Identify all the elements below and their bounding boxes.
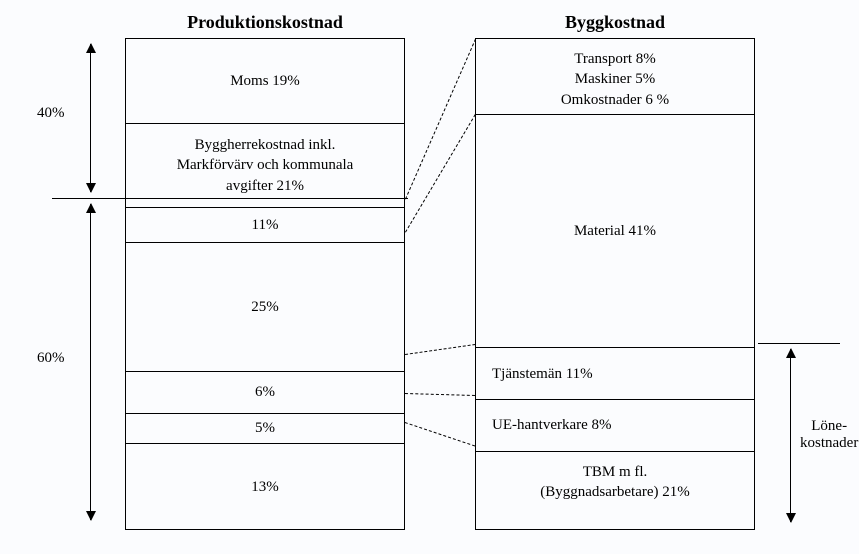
right-cell-4: TBM m fl.(Byggnadsarbetare) 21% bbox=[476, 452, 754, 529]
left-cell-1: Byggherrekostnad inkl.Markförvärv och ko… bbox=[126, 124, 404, 209]
left-bracket-label-40: 40% bbox=[37, 105, 65, 122]
left-bracket-label-60: 60% bbox=[37, 350, 65, 367]
right-cell-3: UE-hantverkare 8% bbox=[476, 400, 754, 452]
right-cell-2: Tjänstemän 11% bbox=[476, 348, 754, 400]
left-divider-rule bbox=[52, 198, 408, 199]
left-cell-1-line-2: avgifter 21% bbox=[226, 176, 304, 196]
right-bracket-rule bbox=[758, 343, 840, 344]
right-bracket-label-line-1: kostnader bbox=[800, 435, 858, 452]
left-cell-6: 13% bbox=[126, 444, 404, 529]
right-cell-1-line-0: Material 41% bbox=[574, 221, 656, 241]
left-cell-0: Moms 19% bbox=[126, 39, 404, 124]
right-cell-0: Transport 8%Maskiner 5%Omkostnader 6 % bbox=[476, 39, 754, 115]
left-cell-3-line-0: 25% bbox=[251, 297, 279, 317]
connector-2 bbox=[405, 344, 475, 355]
left-cell-2: 11% bbox=[126, 208, 404, 243]
left-cell-1-line-1: Markförvärv och kommunala bbox=[177, 155, 354, 175]
left-bracket-arrow-60 bbox=[90, 204, 91, 520]
connector-3 bbox=[405, 393, 475, 396]
right-cell-3-line-0: UE-hantverkare 8% bbox=[492, 415, 612, 435]
right-column-title: Byggkostnad bbox=[475, 12, 755, 33]
right-cell-0-line-1: Maskiner 5% bbox=[575, 69, 655, 89]
right-cell-1: Material 41% bbox=[476, 115, 754, 348]
right-bracket-label: Löne-kostnader bbox=[800, 418, 858, 452]
right-column: Transport 8%Maskiner 5%Omkostnader 6 %Ma… bbox=[475, 38, 755, 530]
left-cell-0-line-0: Moms 19% bbox=[230, 71, 300, 91]
right-cell-4-line-0: TBM m fl. bbox=[583, 462, 648, 482]
right-cell-0-line-0: Transport 8% bbox=[574, 49, 656, 69]
right-bracket-label-line-0: Löne- bbox=[800, 418, 858, 435]
right-cell-0-line-2: Omkostnader 6 % bbox=[561, 90, 669, 110]
left-cell-4: 6% bbox=[126, 372, 404, 413]
right-bracket-arrow bbox=[790, 349, 791, 522]
left-cell-1-line-0: Byggherrekostnad inkl. bbox=[195, 135, 336, 155]
connector-4 bbox=[405, 422, 475, 446]
left-cell-4-line-0: 6% bbox=[255, 382, 275, 402]
left-cell-6-line-0: 13% bbox=[251, 477, 279, 497]
right-cell-4-line-1: (Byggnadsarbetare) 21% bbox=[540, 482, 690, 502]
left-cell-3: 25% bbox=[126, 243, 404, 372]
left-column-title: Produktionskostnad bbox=[125, 12, 405, 33]
left-cell-2-line-0: 11% bbox=[252, 215, 279, 235]
left-column: Moms 19% Byggherrekostnad inkl.Markförvär… bbox=[125, 38, 405, 530]
left-cell-5: 5% bbox=[126, 414, 404, 445]
connector-0 bbox=[405, 39, 476, 199]
left-bracket-arrow-40 bbox=[90, 44, 91, 192]
left-cell-5-line-0: 5% bbox=[255, 418, 275, 438]
right-cell-2-line-0: Tjänstemän 11% bbox=[492, 364, 593, 384]
